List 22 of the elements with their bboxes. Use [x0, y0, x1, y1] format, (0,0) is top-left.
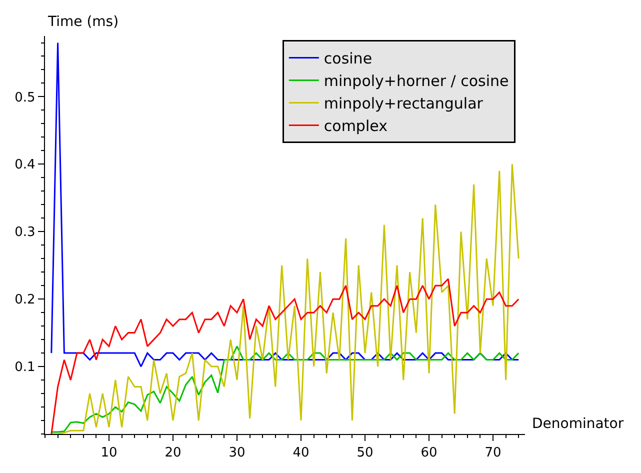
y-tick-label: 0.3: [14, 225, 36, 240]
y-tick-label: 0.2: [14, 292, 36, 308]
x-tick-label: 70: [484, 446, 502, 461]
x-tick-label: 50: [356, 446, 374, 461]
x-tick-label: 20: [164, 446, 182, 461]
x-tick-label: 30: [228, 446, 246, 461]
legend-label: minpoly+horner / cosine: [324, 72, 509, 90]
legend-label: cosine: [324, 50, 372, 68]
y-tick-label: 0.5: [14, 90, 36, 106]
legend-label: complex: [324, 117, 388, 136]
x-tick-label: 10: [100, 446, 118, 461]
legend-label: minpoly+rectangular: [324, 94, 484, 113]
y-tick-label: 0.4: [14, 158, 36, 173]
line-series: [50, 163, 520, 434]
x-axis-title: Denominator: [532, 416, 624, 432]
y-axis-title: Time (ms): [47, 14, 119, 30]
line-series: [50, 346, 520, 433]
x-tick-label: 60: [420, 446, 438, 461]
line-series: [50, 278, 520, 434]
x-tick-label: 40: [292, 446, 310, 461]
line-series: [50, 42, 520, 368]
y-tick-label: 0.1: [14, 360, 36, 376]
